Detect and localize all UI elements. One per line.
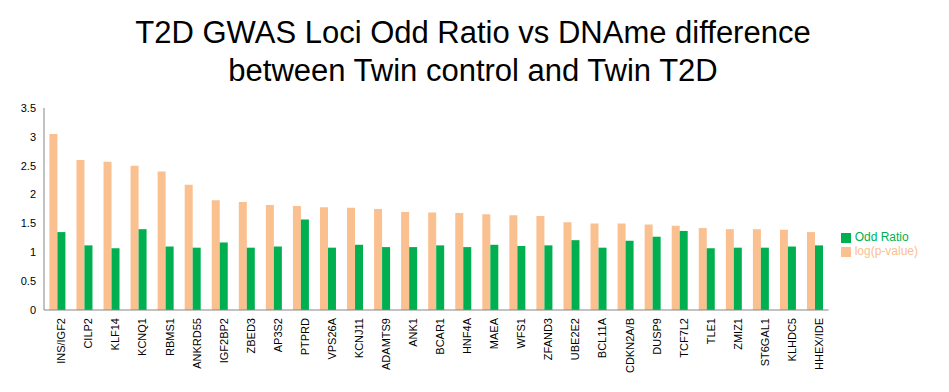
svg-text:ZBED3: ZBED3 [245,318,257,353]
svg-text:KLF14: KLF14 [109,318,121,350]
svg-text:3.5: 3.5 [21,102,36,114]
svg-text:BCAR1: BCAR1 [434,318,446,355]
svg-text:IGF2BP2: IGF2BP2 [218,318,230,363]
svg-text:2.5: 2.5 [21,160,36,172]
svg-text:AP3S2: AP3S2 [272,318,284,352]
svg-text:ZMIZ1: ZMIZ1 [732,318,744,350]
svg-text:KCNQ1: KCNQ1 [137,318,149,356]
svg-text:BCL11A: BCL11A [596,317,608,358]
svg-text:1.5: 1.5 [21,217,36,229]
svg-text:TLE1: TLE1 [705,318,717,344]
svg-text:2: 2 [30,188,36,200]
svg-text:CILP2: CILP2 [82,318,94,349]
html-text:T2D GWAS Loci Odd Ratio vs DNA: T2D GWAS Loci Odd Ratio vs DNAme differe… [135,15,811,50]
svg-text:INS/IGF2: INS/IGF2 [55,318,67,364]
svg-text:UBE2E2: UBE2E2 [569,318,581,360]
html-text:between Twin control and Twin: between Twin control and Twin T2D [228,53,718,88]
svg-text:KCNJ11: KCNJ11 [353,318,365,358]
svg-text:HNF4A: HNF4A [461,317,473,354]
html-text:Odd Ratio: Odd Ratio [854,230,909,244]
svg-text:ST6GAL1: ST6GAL1 [759,318,771,366]
svg-text:VPS26A: VPS26A [326,317,338,359]
svg-text:3: 3 [30,131,36,143]
svg-text:0: 0 [30,304,36,316]
svg-text:KLHDC5: KLHDC5 [786,318,798,361]
svg-text:1: 1 [30,246,36,258]
svg-text:TCF7L2: TCF7L2 [678,318,690,358]
html-text:log(p-value): log(p-value) [854,244,918,258]
svg-text:PTPRD: PTPRD [299,318,311,355]
svg-text:HHEX/IDE: HHEX/IDE [813,318,825,370]
svg-text:MAEA: MAEA [488,317,500,349]
svg-text:ANK1: ANK1 [407,318,419,347]
svg-text:CDKN2A/B: CDKN2A/B [624,318,636,373]
svg-text:WFS1: WFS1 [515,318,527,349]
svg-text:RBMS1: RBMS1 [164,318,176,356]
svg-text:ANKRD55: ANKRD55 [191,318,203,369]
svg-text:DUSP9: DUSP9 [651,318,663,355]
svg-text:0.5: 0.5 [21,275,36,287]
svg-text:ADAMTS9: ADAMTS9 [380,318,392,370]
svg-text:ZFAND3: ZFAND3 [542,318,554,360]
